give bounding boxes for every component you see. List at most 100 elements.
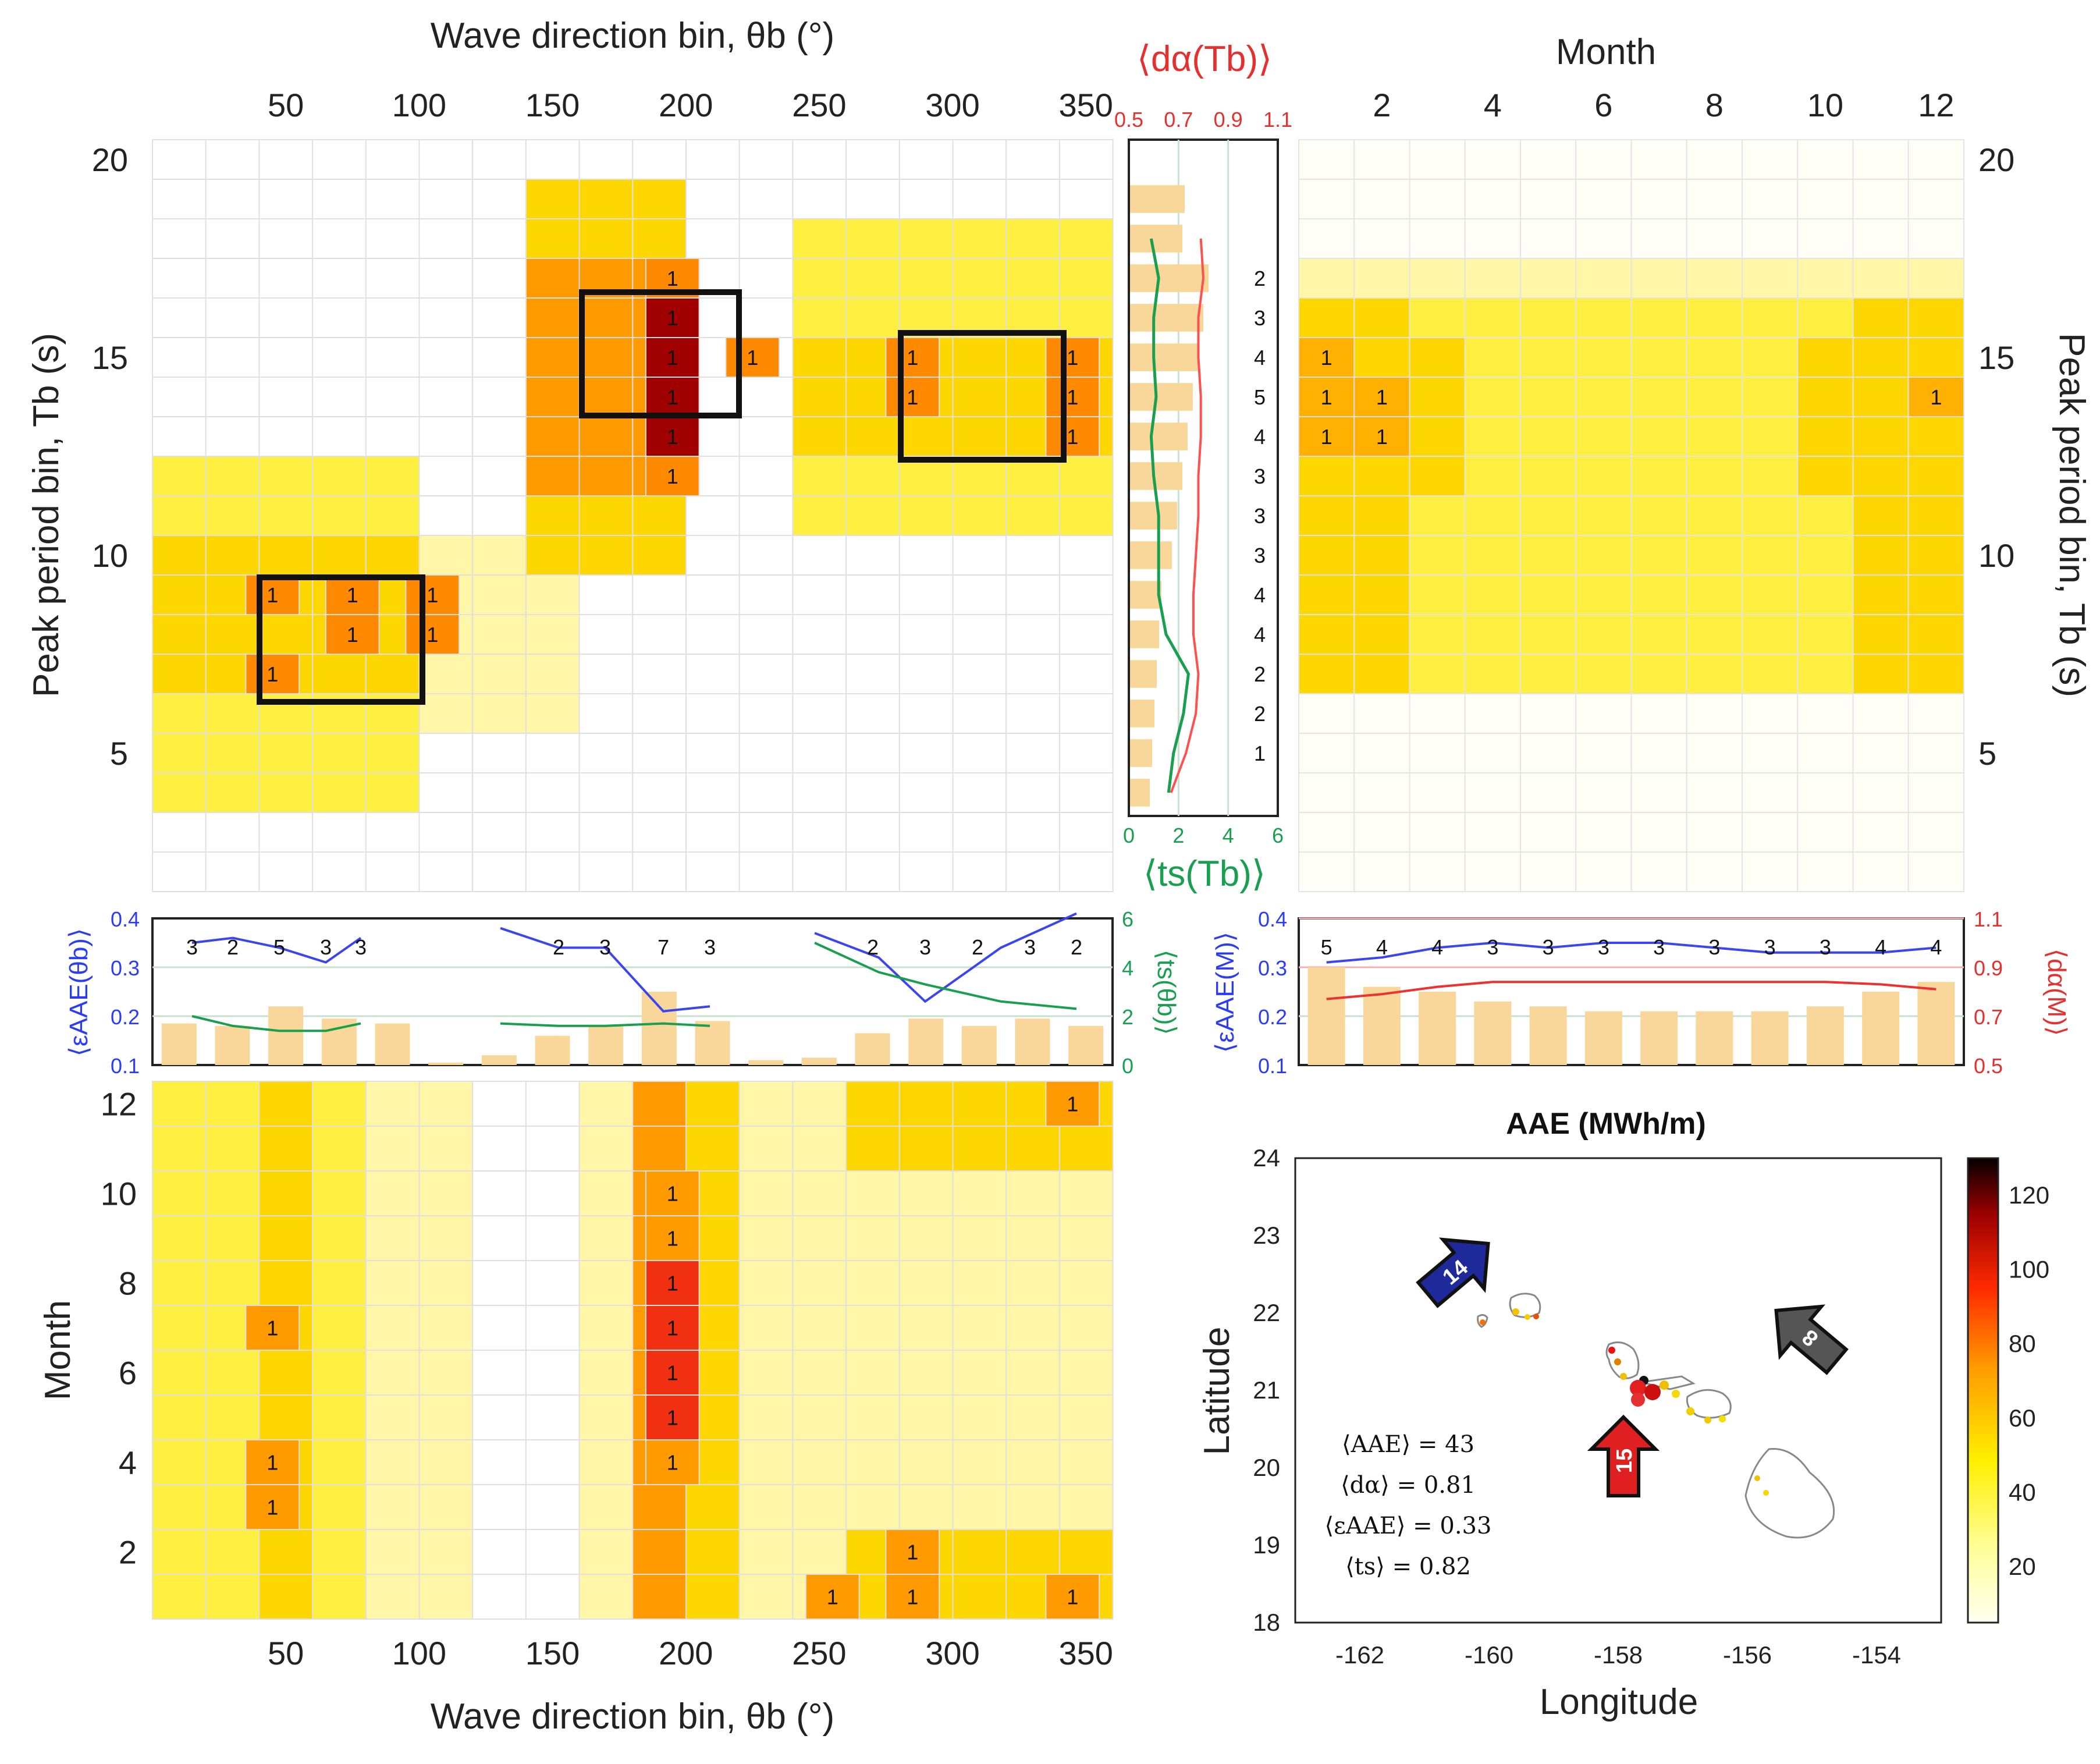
heatmap-cell <box>578 139 634 180</box>
heatmap-cell <box>205 1260 260 1306</box>
heatmap-cell <box>1686 772 1743 813</box>
heatmap-cell <box>365 772 420 813</box>
cell-label: 1 <box>1067 1092 1078 1116</box>
heatmap-cell <box>1797 654 1854 694</box>
heatmap-cell <box>1852 139 1909 180</box>
heatmap-cell <box>845 1081 900 1127</box>
heatmap-cell <box>205 535 260 576</box>
heatmap-cell <box>205 258 260 299</box>
count-label: 2 <box>972 935 983 959</box>
cell-label: 1 <box>907 1585 918 1609</box>
heatmap-cell <box>738 574 794 615</box>
heatmap-cell <box>1409 535 1466 576</box>
heatmap-cell <box>578 1484 634 1530</box>
cell-label: 1 <box>667 425 678 449</box>
heatmap-cell <box>792 456 847 496</box>
heatmap-cell <box>1575 139 1632 180</box>
tick: 24 <box>1253 1144 1280 1172</box>
heatmap-cell <box>578 377 634 417</box>
x-tick: 350 <box>1058 87 1113 123</box>
count-label: 3 <box>1254 544 1266 567</box>
cell-label: 1 <box>827 1585 838 1609</box>
count-label: 3 <box>1487 935 1498 959</box>
bar <box>1917 982 1955 1065</box>
heatmap-cell <box>525 654 580 694</box>
heatmap-cell <box>1520 614 1577 655</box>
heatmap-cell <box>632 535 687 576</box>
cell-label: 1 <box>347 623 358 647</box>
heatmap-cell <box>1852 812 1909 853</box>
heatmap-cell <box>1005 1305 1060 1351</box>
heatmap-cell <box>632 1574 687 1620</box>
heatmap-cell <box>1797 337 1854 378</box>
cell-label: 1 <box>667 385 678 409</box>
heatmap-cell <box>1353 693 1410 734</box>
heatmap-cell <box>365 1394 420 1440</box>
heatmap-cell <box>525 812 580 853</box>
heatmap-cell <box>525 772 580 813</box>
x-tick: 200 <box>659 1635 713 1671</box>
heatmap-cell <box>365 1126 420 1172</box>
heatmap-cell <box>1686 495 1743 536</box>
heatmap-cell <box>578 772 634 813</box>
heatmap-cell <box>1742 535 1799 576</box>
heatmap-cell <box>1005 1529 1060 1575</box>
heatmap-cell-highlight <box>885 1529 940 1575</box>
heatmap-cell <box>952 1394 1007 1440</box>
heatmap-cell <box>365 495 420 536</box>
heatmap-cell <box>1298 258 1355 299</box>
x-tick: 50 <box>268 1635 304 1671</box>
heatmap-cell <box>1852 535 1909 576</box>
heatmap-cell <box>365 416 420 457</box>
heatmap-cell <box>845 1394 900 1440</box>
heatmap-cell <box>312 1529 367 1575</box>
heatmap-cell <box>952 456 1007 496</box>
heatmap-cell <box>1353 139 1410 180</box>
heatmap-cell <box>152 693 207 734</box>
heatmap-cell-highlight <box>1298 337 1355 378</box>
count-label: 5 <box>273 935 285 959</box>
heatmap-cell <box>738 1126 794 1172</box>
tick: 2 <box>1172 824 1184 847</box>
heatmap-cell <box>952 377 1007 417</box>
heatmap-cell <box>898 456 954 496</box>
heatmap-cell <box>1058 1215 1114 1261</box>
heatmap-cell <box>1353 574 1410 615</box>
heatmap-cell <box>1353 297 1410 338</box>
heatmap-cell <box>738 654 794 694</box>
heatmap-cell <box>1797 495 1854 536</box>
heatmap-cell <box>525 1126 580 1172</box>
heatmap-cell <box>1742 218 1799 259</box>
y-tick: 20 <box>92 141 128 178</box>
heatmap-cell <box>205 1350 260 1396</box>
heatmap-cell <box>1520 456 1577 496</box>
top-x-axis-label: Wave direction bin, θb (°) <box>431 16 834 56</box>
arrow-label: 15 <box>1612 1449 1637 1473</box>
heatmap-cell <box>845 812 900 853</box>
ts-label: ⟨ts(θb)⟩ <box>1152 950 1181 1035</box>
count-label: 3 <box>1254 306 1266 330</box>
heatmap-cell-highlight <box>645 416 700 457</box>
heatmap-cell <box>1907 139 1964 180</box>
heatmap-cell <box>792 495 847 536</box>
heatmap-cell <box>1520 812 1577 853</box>
heatmap-cell <box>258 1574 314 1620</box>
tick: 40 <box>2009 1479 2036 1506</box>
cell-label: 1 <box>267 1496 278 1520</box>
heatmap-cell <box>1409 495 1466 536</box>
count-label: 3 <box>1254 504 1266 528</box>
longitude-label: Longitude <box>1540 1682 1698 1722</box>
heatmap-cell <box>312 495 367 536</box>
cell-label: 1 <box>667 306 678 330</box>
heatmap-cell <box>418 1529 474 1575</box>
heatmap-cell <box>952 693 1007 734</box>
heatmap-cell <box>738 1439 794 1485</box>
heatmap-cell <box>258 258 314 299</box>
heatmap-cell <box>418 1081 474 1127</box>
heatmap-cell <box>898 1350 954 1396</box>
bar <box>1130 541 1172 569</box>
count-label: 4 <box>1431 935 1443 959</box>
heatmap-cell <box>685 218 740 259</box>
count-label: 5 <box>1254 385 1266 409</box>
x-axis-label: Wave direction bin, θb (°) <box>431 1696 834 1737</box>
